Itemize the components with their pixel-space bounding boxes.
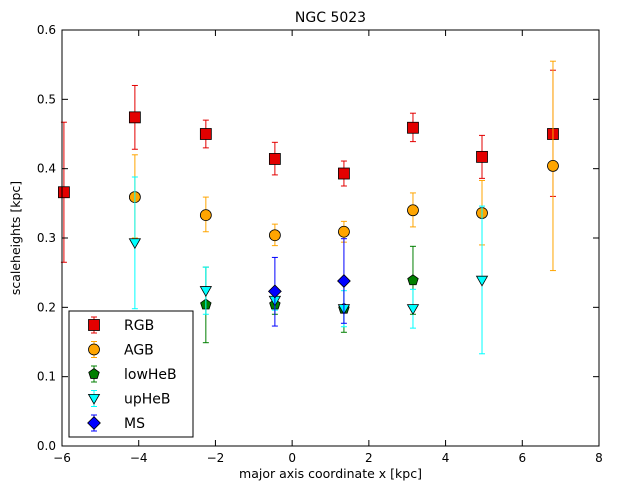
plot-area: [58, 60, 559, 355]
data-point: [406, 304, 420, 316]
legend-marker-lowheb: [88, 368, 100, 379]
data-point: [58, 186, 70, 199]
x-tick-label: −2: [207, 451, 225, 465]
data-point: [338, 225, 350, 238]
data-point: [407, 121, 419, 134]
x-tick-label: 2: [365, 451, 373, 465]
legend-label-rgb: RGB: [124, 318, 154, 334]
y-tick-label: 0.1: [37, 370, 56, 384]
x-tick-label: −6: [53, 451, 71, 465]
legend: RGB AGB lowHeB upHeB MS: [68, 310, 194, 438]
y-tick-label: 0.4: [37, 162, 56, 176]
legend-label-lowheb: lowHeB: [124, 367, 177, 383]
y-axis-label: scaleheights [kpc]: [8, 181, 23, 295]
x-tick-label: 4: [442, 451, 450, 465]
axis-ticks: −6 −4 −2 0 2 4 6 8 0.0 0.1 0.2 0.3 0.4 0.5 0.6: [37, 23, 603, 465]
legend-marker-upheb: [87, 393, 101, 405]
x-axis-label: major axis coordinate x [kpc]: [239, 466, 422, 481]
y-tick-label: 0.3: [37, 231, 56, 245]
legend-label-upheb: upHeB: [124, 392, 171, 408]
data-point: [128, 111, 141, 124]
data-point: [268, 153, 281, 165]
data-point: [128, 238, 142, 250]
chart-title: NGC 5023: [295, 10, 366, 26]
x-tick-label: 8: [595, 451, 603, 465]
series-ms: [267, 238, 351, 327]
data-point: [337, 274, 351, 288]
x-tick-label: −4: [130, 451, 148, 465]
data-point: [199, 209, 212, 222]
y-tick-label: 0.5: [37, 92, 56, 106]
data-point: [475, 275, 489, 287]
legend-label-ms: MS: [124, 416, 145, 432]
y-tick-label: 0.2: [37, 300, 56, 314]
y-tick-label: 0.6: [37, 23, 56, 37]
data-point: [338, 167, 350, 180]
legend-marker-ms: [87, 416, 101, 430]
y-tick-label: 0.0: [37, 439, 56, 453]
legend-marker-agb: [88, 343, 100, 356]
x-tick-label: 0: [288, 451, 296, 465]
data-point: [407, 274, 419, 286]
data-point: [547, 159, 559, 172]
data-point: [199, 128, 212, 140]
data-point: [268, 229, 281, 242]
data-point: [476, 150, 488, 163]
plot-frame: [61, 29, 600, 447]
legend-label-agb: AGB: [124, 343, 154, 359]
x-tick-label: 6: [518, 451, 526, 465]
legend-marker-rgb: [88, 319, 100, 331]
data-point: [407, 204, 419, 217]
data-point: [267, 284, 282, 299]
data-point: [199, 286, 213, 297]
